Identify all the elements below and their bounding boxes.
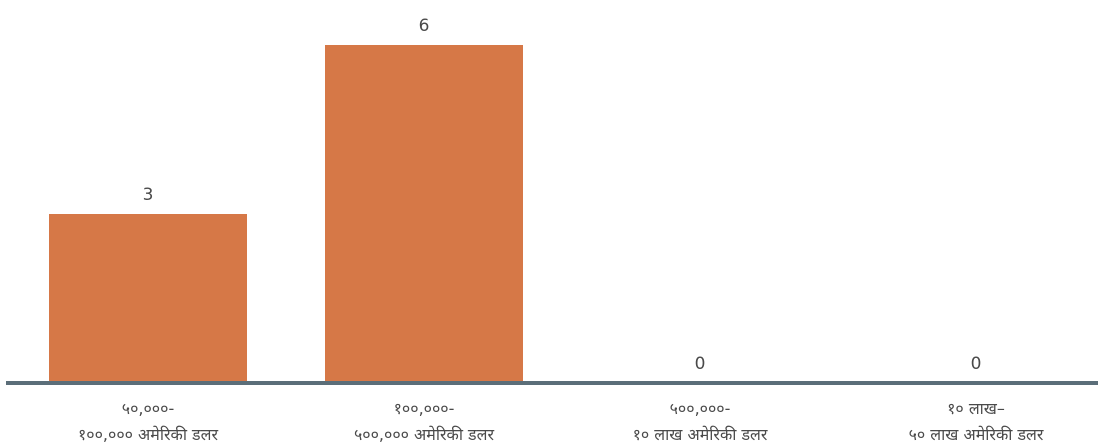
x-tick-label: १० लाख– ५० लाख अमेरिकी डलर <box>909 399 1044 444</box>
bar <box>325 45 523 383</box>
bar <box>49 214 247 383</box>
x-tick-label: ५०,०००- १००,००० अमेरिकी डलर <box>78 399 218 444</box>
data-labels-layer: 3 6 0 0 <box>143 16 982 374</box>
x-tick-label: १००,०००- ५००,००० अमेरिकी डलर <box>354 399 494 444</box>
x-tick-label: ५००,०००- १० लाख अमेरिकी डलर <box>633 399 768 444</box>
x-tick-label-line: १००,००० अमेरिकी डलर <box>78 425 218 444</box>
data-label: 6 <box>419 16 430 36</box>
x-tick-label-line: १० लाख– <box>947 399 1005 418</box>
data-label: 0 <box>971 354 982 374</box>
x-tick-label-line: ५० लाख अमेरिकी डलर <box>909 425 1044 444</box>
x-tick-label-line: १००,०००- <box>394 399 455 418</box>
x-tick-label-line: ५००,०००- <box>670 399 731 418</box>
x-tick-label-line: ५००,००० अमेरिकी डलर <box>354 425 494 444</box>
bars-layer <box>49 45 523 383</box>
data-label: 0 <box>695 354 706 374</box>
x-tick-label-line: १० लाख अमेरिकी डलर <box>633 425 768 444</box>
x-tick-labels-layer: ५०,०००- १००,००० अमेरिकी डलर १००,०००- ५००,००… <box>78 399 1044 444</box>
x-tick-label-line: ५०,०००- <box>122 399 174 418</box>
data-label: 3 <box>143 185 154 205</box>
